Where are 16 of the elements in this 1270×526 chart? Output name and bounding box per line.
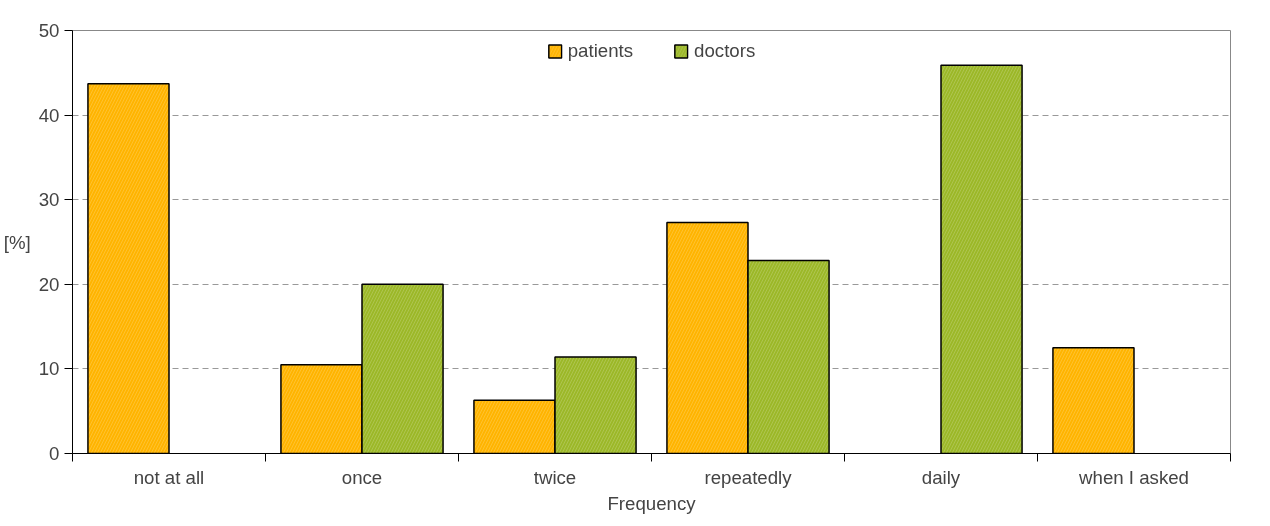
x-tick-label: twice [533, 466, 577, 488]
x-tick-label: repeatedly [704, 466, 793, 488]
y-tick-label: 40 [38, 104, 60, 126]
y-tick-label: 20 [38, 273, 60, 295]
y-tick-label: 10 [38, 358, 60, 380]
x-tick-label: not at all [133, 466, 205, 488]
x-tick-label: when I asked [1078, 466, 1189, 488]
y-tick-label: 0 [49, 443, 60, 464]
x-axis-title: Frequency [607, 492, 697, 514]
y-tick-label: 50 [38, 20, 60, 41]
x-tick-label: once [341, 466, 383, 488]
legend-label: doctors [694, 40, 756, 62]
x-tick-label: daily [921, 466, 961, 488]
y-tick-label: 30 [38, 189, 60, 211]
y-axis-title: [%] [3, 231, 31, 253]
legend-label: patients [567, 40, 634, 62]
